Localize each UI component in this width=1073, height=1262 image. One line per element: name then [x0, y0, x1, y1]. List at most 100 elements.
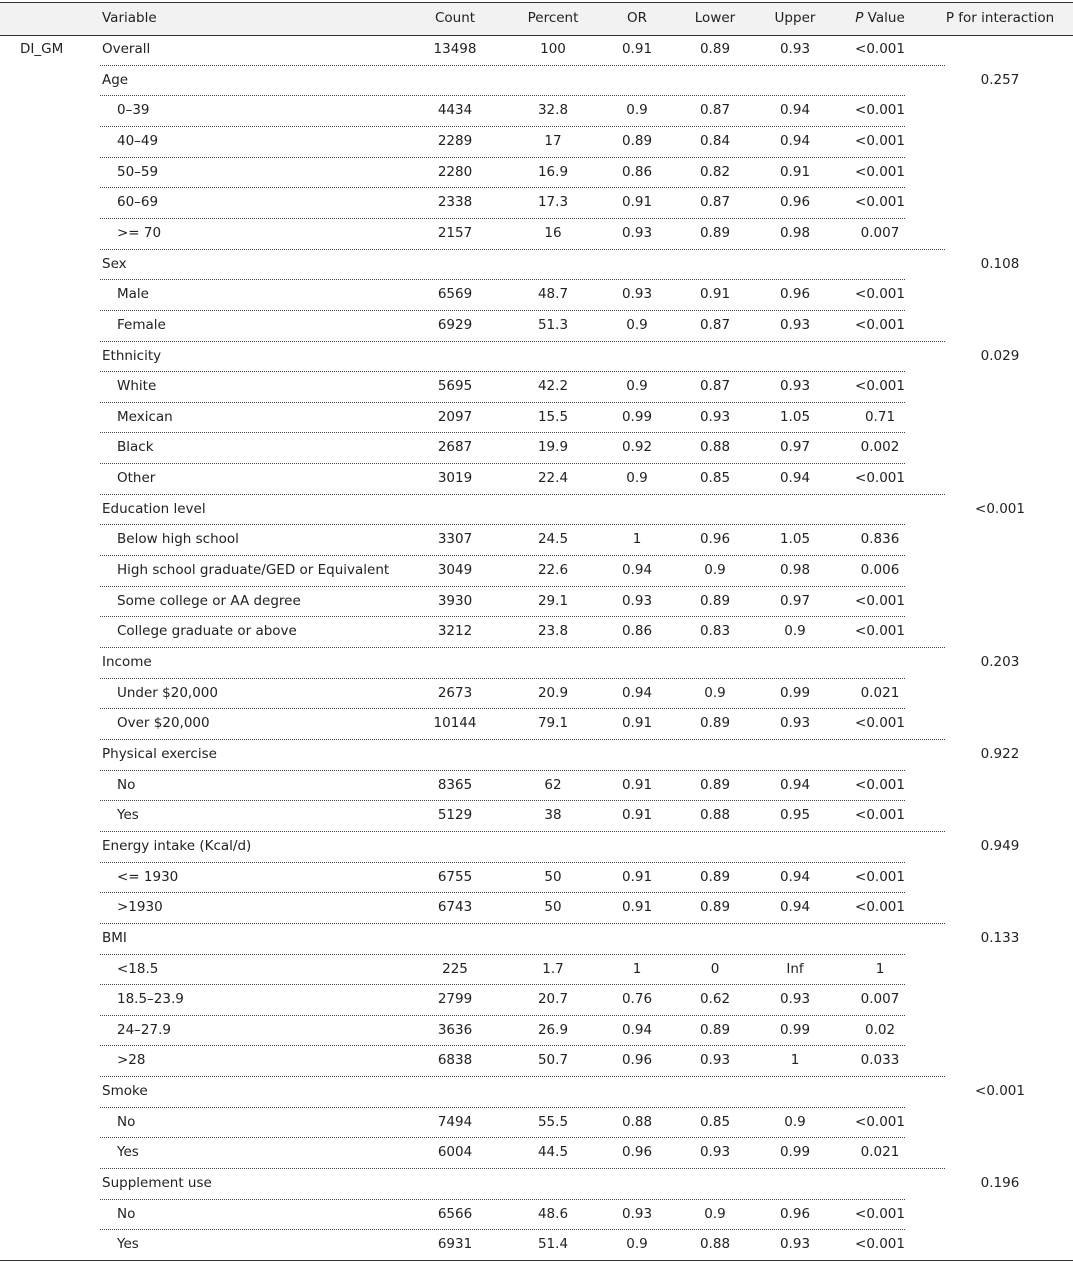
- row-divider: [100, 984, 905, 986]
- cell: 0.94: [779, 899, 811, 916]
- row-divider: [100, 187, 905, 189]
- cell: 0.91: [621, 899, 653, 916]
- cell: 29.1: [537, 592, 569, 609]
- cell: 0.9: [704, 562, 726, 579]
- row-divider: [100, 1229, 905, 1231]
- cell: <0.001: [855, 1205, 905, 1222]
- cell: 8365: [437, 776, 473, 793]
- row-divider: [100, 401, 905, 403]
- cell: 0.9: [626, 378, 648, 395]
- cell: 0.62: [699, 991, 731, 1008]
- cell: 0.94: [621, 1021, 653, 1038]
- cell: 0.91: [621, 194, 653, 211]
- row-label: Below high school: [117, 531, 239, 548]
- row-label: Other: [117, 470, 156, 487]
- cell: 0.83: [699, 623, 731, 640]
- cell: Inf: [786, 960, 804, 977]
- cell: 10144: [433, 715, 477, 732]
- cell: 0.84: [699, 132, 731, 149]
- cell: 0.93: [779, 715, 811, 732]
- row-label: >28: [117, 1052, 146, 1069]
- cell: 22.6: [537, 562, 569, 579]
- cell: 0.89: [699, 715, 731, 732]
- cell: 5695: [437, 378, 473, 395]
- p-interaction: 0.203: [980, 654, 1020, 670]
- row-divider: [100, 217, 905, 219]
- cell: 15.5: [537, 408, 569, 425]
- cell: <0.001: [855, 102, 905, 119]
- row-divider: [100, 248, 945, 250]
- row-divider: [100, 340, 945, 342]
- cell: 0.98: [779, 224, 811, 241]
- cell: 0.97: [779, 592, 811, 609]
- row-label: Yes: [117, 1236, 139, 1253]
- cell: 100: [540, 41, 566, 57]
- cell: <0.001: [855, 776, 905, 793]
- cell: 0.96: [699, 531, 731, 548]
- cell: 62: [544, 776, 562, 793]
- cell: 0.89: [699, 899, 731, 916]
- cell: 225: [442, 960, 468, 977]
- cell: 38: [544, 807, 562, 824]
- cell: <0.001: [855, 715, 905, 732]
- cell: 0.85: [699, 1113, 731, 1130]
- cell: 6838: [437, 1052, 473, 1069]
- cell: 0.88: [699, 1236, 731, 1253]
- cell: <0.001: [855, 592, 905, 609]
- row-label: High school graduate/GED or Equivalent: [117, 562, 390, 579]
- cell: 2157: [437, 224, 473, 241]
- cell: 0.93: [621, 1205, 653, 1222]
- row-label: 18.5–23.9: [117, 991, 184, 1008]
- cell: 0.76: [621, 991, 653, 1008]
- cell: 5129: [437, 807, 473, 824]
- cell: 48.6: [537, 1205, 569, 1222]
- cell: 0.96: [779, 1205, 811, 1222]
- cell: 0.9: [704, 1205, 726, 1222]
- cell: 0.93: [699, 408, 731, 425]
- p-interaction: 0.133: [980, 929, 1020, 946]
- group-label: Physical exercise: [102, 745, 217, 762]
- row-divider: [100, 585, 905, 587]
- cell: 0.9: [784, 1113, 806, 1130]
- cell: 0.93: [779, 41, 811, 57]
- exposure-label: DI_GM: [20, 41, 64, 57]
- cell: 0: [710, 960, 720, 977]
- column-header: P Value: [855, 10, 905, 26]
- cell: 23.8: [537, 623, 569, 640]
- cell: 0.86: [621, 623, 653, 640]
- row-divider: [100, 493, 945, 495]
- cell: 0.002: [860, 439, 900, 456]
- cell: 0.96: [621, 1144, 653, 1161]
- cell: 0.99: [779, 684, 811, 701]
- cell: 42.2: [537, 378, 569, 395]
- cell: 0.88: [699, 807, 731, 824]
- row-divider: [100, 892, 905, 894]
- cell: 0.94: [621, 562, 653, 579]
- cell: <0.001: [855, 1113, 905, 1130]
- cell: 3019: [437, 470, 473, 487]
- cell: 6569: [437, 286, 473, 303]
- cell: 0.9: [626, 470, 648, 487]
- cell: 0.96: [621, 1052, 653, 1069]
- cell: 2289: [437, 132, 473, 149]
- cell: 0.9: [784, 623, 806, 640]
- cell: 6929: [437, 316, 473, 333]
- cell: 0.006: [860, 562, 900, 579]
- cell: 0.94: [779, 776, 811, 793]
- row-divider: [100, 1045, 905, 1047]
- cell: 55.5: [537, 1113, 569, 1130]
- row-divider: [100, 830, 945, 832]
- cell: 20.9: [537, 684, 569, 701]
- row-divider: [100, 64, 945, 66]
- row-label: Mexican: [117, 408, 173, 425]
- cell: 0.94: [779, 132, 811, 149]
- cell: 0.93: [779, 316, 811, 333]
- cell: 6743: [437, 899, 473, 916]
- column-header: Variable: [102, 10, 157, 26]
- cell: 0.007: [860, 224, 900, 241]
- cell: 48.7: [537, 286, 569, 303]
- row-divider: [100, 1076, 945, 1078]
- row-divider: [100, 95, 905, 97]
- group-label: Smoke: [102, 1083, 148, 1100]
- cell: 0.033: [860, 1052, 900, 1069]
